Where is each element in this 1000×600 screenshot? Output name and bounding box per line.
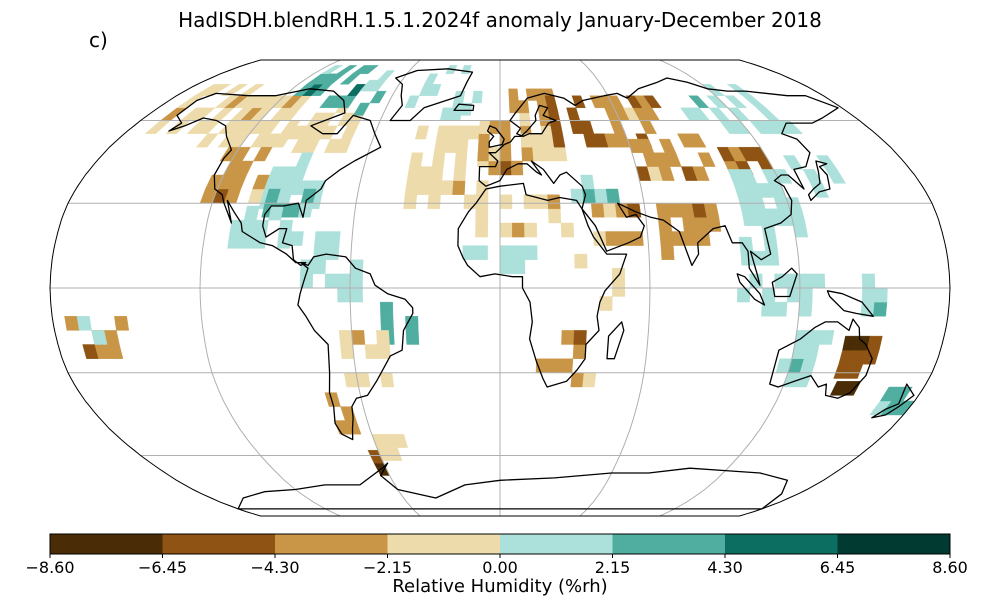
coastline xyxy=(457,182,628,388)
coastline xyxy=(807,160,831,202)
colorbar xyxy=(49,533,951,558)
colorbar-tick-label: −8.60 xyxy=(25,558,75,577)
colorbar-tick-label: −6.45 xyxy=(137,558,188,577)
coastline xyxy=(769,318,873,399)
anomaly-cell xyxy=(697,152,716,167)
anomaly-cell xyxy=(476,180,489,195)
coastline xyxy=(297,253,414,441)
coastline xyxy=(871,383,915,419)
coastline xyxy=(478,77,839,286)
anomaly-cell xyxy=(474,245,488,260)
colorbar-bin xyxy=(387,534,500,554)
anomaly-cell xyxy=(377,70,396,81)
anomaly-cell xyxy=(320,65,344,74)
anomaly-cell xyxy=(295,152,314,167)
anomaly-cell xyxy=(409,152,424,167)
anomaly-cell xyxy=(866,335,883,351)
anomaly-cell xyxy=(524,245,538,260)
world-map xyxy=(49,59,951,517)
anomaly-cell xyxy=(326,231,341,246)
anomaly-cell xyxy=(76,316,92,331)
anomaly-cell xyxy=(475,208,489,224)
colorbar-tick-label: 0.00 xyxy=(482,558,518,577)
anomaly-cell xyxy=(114,316,130,331)
map-gridlines xyxy=(50,59,950,517)
map-title: HadISDH.blendRH.1.5.1.2024f anomaly Janu… xyxy=(178,8,822,32)
anomaly-cell xyxy=(580,174,595,190)
coastline xyxy=(237,462,789,510)
anomaly-cell xyxy=(724,95,748,108)
anomaly-cell xyxy=(453,90,466,104)
anomaly-cell xyxy=(658,138,677,153)
colorbar-tick-label: 4.30 xyxy=(707,558,743,577)
anomaly-cell xyxy=(253,147,273,162)
anomaly-cell xyxy=(278,219,294,235)
anomaly-cell xyxy=(392,434,408,448)
anomaly-cell xyxy=(243,205,260,221)
anomaly-cell xyxy=(738,169,758,184)
anomaly-cell xyxy=(782,155,804,170)
coastline xyxy=(486,125,505,148)
anomaly-cell xyxy=(687,133,707,148)
anomaly-cell xyxy=(379,301,394,317)
anomaly-cell xyxy=(369,90,387,104)
coastlines xyxy=(168,68,915,510)
anomaly-cell xyxy=(423,73,439,85)
coastline xyxy=(389,68,474,122)
anomaly-cell xyxy=(220,84,249,96)
colorbar-label: Relative Humidity (%rh) xyxy=(392,576,608,597)
coastline xyxy=(736,273,766,306)
anomaly-cell xyxy=(471,90,483,104)
colorbar-bin xyxy=(500,534,613,554)
coastline xyxy=(453,103,475,112)
coastline xyxy=(168,88,382,267)
anomaly-cell xyxy=(574,253,588,269)
colorbar-tick-label: −2.15 xyxy=(362,558,413,577)
anomaly-cell xyxy=(91,330,108,345)
colorbar-tick-label: −4.30 xyxy=(250,558,300,577)
map-boundary xyxy=(49,59,951,517)
colorbar-bin xyxy=(725,534,838,554)
anomaly-cell xyxy=(524,222,538,238)
anomaly-cell xyxy=(427,84,442,96)
anomaly-cell xyxy=(312,259,327,275)
colorbar-bin xyxy=(50,534,163,554)
anomaly-cell xyxy=(376,330,390,345)
anomaly-cell xyxy=(508,88,519,101)
anomaly-cell xyxy=(336,65,358,74)
anomaly-cell xyxy=(802,169,823,184)
anomaly-cell xyxy=(289,231,304,246)
anomaly-cell xyxy=(573,330,587,345)
anomaly-cell xyxy=(560,222,575,238)
anomaly-cell xyxy=(818,330,835,345)
anomaly-cell xyxy=(252,174,270,190)
colorbar-tick-label: 6.45 xyxy=(819,558,856,577)
anomaly-cell xyxy=(414,125,430,140)
coastline xyxy=(771,267,798,298)
colorbar-tick-label: 2.15 xyxy=(594,558,631,577)
panel-label: c) xyxy=(89,28,108,52)
colorbar-bin xyxy=(162,534,275,554)
coastline xyxy=(826,290,874,317)
anomaly-cell xyxy=(637,138,655,153)
anomaly-cell xyxy=(643,95,662,108)
anomaly-cells xyxy=(64,65,916,476)
anomaly-cell xyxy=(359,65,379,74)
anomaly-cell xyxy=(815,155,838,170)
colorbar-bin xyxy=(837,534,950,554)
colorbar-bin xyxy=(275,534,388,554)
coastline xyxy=(606,321,625,360)
colorbar-bin xyxy=(612,534,725,554)
anomaly-cell xyxy=(346,84,366,96)
colorbar-tick-label: 8.60 xyxy=(932,558,968,577)
anomaly-cell xyxy=(726,84,753,96)
anomaly-cell xyxy=(688,95,710,108)
anomaly-cell xyxy=(324,392,341,407)
anomaly-cell xyxy=(738,236,754,252)
